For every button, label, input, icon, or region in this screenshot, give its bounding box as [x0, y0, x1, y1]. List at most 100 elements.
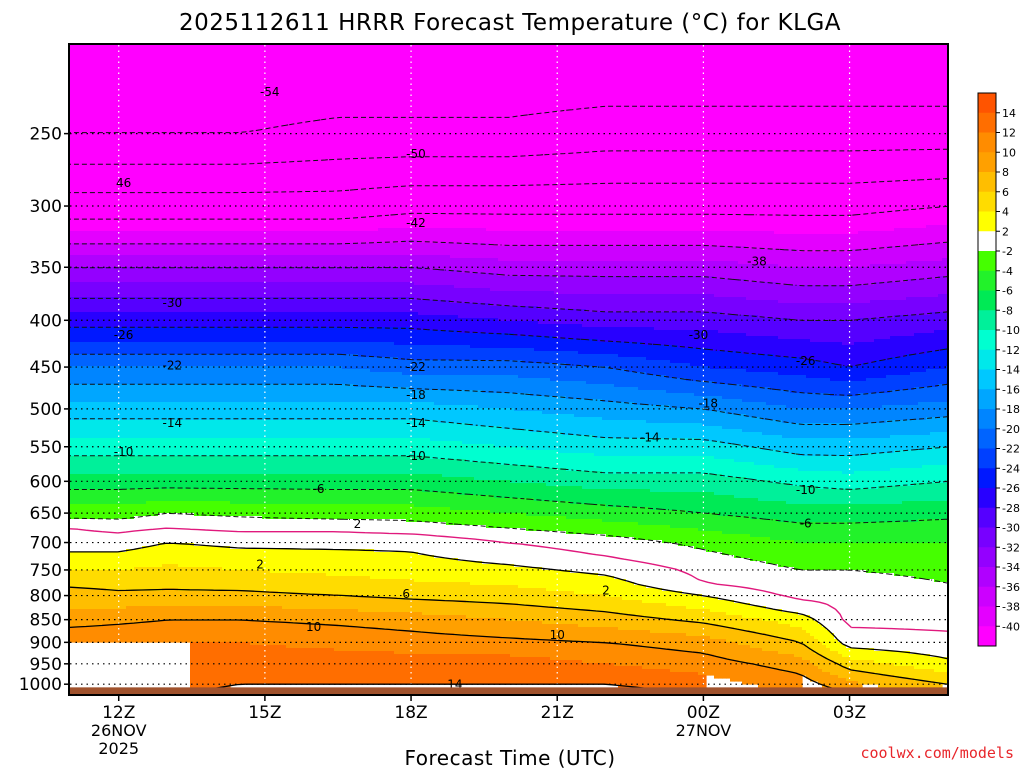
field-cell-3189	[546, 309, 551, 325]
field-cell-3710	[622, 438, 627, 457]
field-cell-4953	[810, 486, 815, 505]
field-cell-3124	[534, 588, 539, 607]
field-cell-3730	[626, 327, 631, 343]
field-cell-3368	[570, 609, 575, 625]
field-cell-139	[90, 342, 95, 355]
field-cell-919	[210, 267, 215, 283]
field-cell-575	[158, 255, 163, 268]
field-cell-2393	[426, 522, 431, 556]
field-cell-1227	[254, 438, 259, 457]
field-cell-2782	[486, 273, 491, 289]
field-cell-148	[90, 489, 95, 505]
field-cell-4050	[674, 261, 679, 277]
field-cell-1095	[234, 489, 239, 505]
field-cell-2159	[394, 243, 399, 256]
field-cell-1781	[338, 243, 343, 256]
field-cell-4338	[714, 624, 719, 640]
field-cell-2656	[466, 405, 471, 424]
field-cell-3175	[542, 516, 547, 532]
field-cell-4772	[782, 468, 787, 484]
field-cell-3162	[542, 309, 547, 325]
field-cell-3020	[518, 657, 523, 685]
field-cell-42	[74, 456, 79, 475]
field-cell-4163	[690, 348, 695, 367]
field-cell-3735	[626, 402, 631, 421]
field-cell-2984	[514, 483, 519, 499]
field-cell-2522	[446, 423, 451, 442]
field-cell-745	[182, 474, 187, 490]
field-cell-1159	[246, 231, 251, 244]
field-cell-1569	[306, 297, 311, 313]
field-cell-3930	[654, 510, 659, 526]
field-cell-3767	[630, 489, 635, 508]
field-cell-504	[146, 354, 151, 367]
field-cell-3147	[538, 501, 543, 517]
field-cell-938	[210, 591, 215, 607]
field-cell-4075	[678, 231, 683, 247]
field-cell-678	[174, 243, 179, 256]
field-cell-2474	[438, 522, 443, 559]
field-cell-3970	[662, 276, 667, 295]
field-cell-2181	[394, 612, 399, 631]
field-cell-3006	[518, 393, 523, 412]
field-cell-2553	[450, 492, 455, 511]
field-cell-4311	[710, 612, 715, 625]
field-cell-1747	[330, 576, 335, 595]
field-cell-1827	[342, 549, 347, 577]
field-cell-2478	[438, 615, 443, 634]
field-cell-3075	[530, 45, 535, 232]
field-cell-3557	[598, 612, 603, 628]
field-cell-4917	[806, 303, 811, 322]
field-cell-3687	[618, 507, 623, 523]
field-cell-3059	[526, 378, 531, 394]
field-cell-4823	[790, 453, 795, 469]
field-cell-915	[210, 45, 215, 232]
field-cell-4409	[726, 477, 731, 496]
field-cell-3114	[534, 396, 539, 412]
field-cell-2878	[498, 513, 503, 529]
field-cell-3592	[606, 276, 611, 295]
field-cell-3613	[606, 642, 611, 664]
field-cell-2009	[370, 420, 375, 439]
field-cell-1673	[322, 243, 327, 256]
field-cell-4813	[790, 285, 795, 304]
field-cell-267	[110, 312, 115, 328]
field-cell-3000	[518, 306, 523, 322]
field-cell-4533	[746, 387, 751, 403]
field-cell-522	[150, 243, 155, 256]
field-cell-3892	[650, 327, 655, 346]
field-cell-4195	[694, 423, 699, 439]
field-cell-2438	[434, 375, 439, 391]
field-cell-435	[134, 504, 139, 517]
field-cell-4933	[806, 615, 811, 634]
field-cell-1378	[278, 267, 283, 283]
field-cell-2834	[494, 246, 499, 259]
field-cell-3363	[570, 504, 575, 520]
field-cell-3352	[570, 324, 575, 340]
field-cell-2180	[394, 597, 399, 613]
field-cell-4598	[754, 633, 759, 649]
field-cell-2767	[482, 462, 487, 481]
field-cell-2152	[390, 579, 395, 598]
field-cell-1111	[238, 312, 243, 328]
field-cell-1173	[246, 438, 251, 457]
field-cell-927	[210, 384, 215, 403]
field-cell-3471	[586, 504, 591, 520]
field-cell-2868	[498, 348, 503, 361]
field-cell-3573	[602, 402, 607, 421]
field-cell-2300	[414, 330, 419, 346]
field-cell-1750	[330, 624, 335, 649]
field-cell-4162	[690, 330, 695, 349]
field-cell-4799	[786, 483, 791, 505]
field-cell-2913	[506, 45, 511, 232]
field-cell-1298	[266, 282, 271, 298]
field-cell-3498	[590, 504, 595, 520]
field-cell-3997	[666, 276, 671, 295]
field-cell-2118	[386, 438, 391, 457]
field-cell-3487	[590, 327, 595, 340]
field-cell-859	[198, 621, 203, 643]
field-cell-281	[110, 552, 115, 571]
field-cell-4518	[742, 603, 747, 619]
field-cell-2268	[410, 255, 415, 268]
field-cell-2709	[474, 390, 479, 406]
